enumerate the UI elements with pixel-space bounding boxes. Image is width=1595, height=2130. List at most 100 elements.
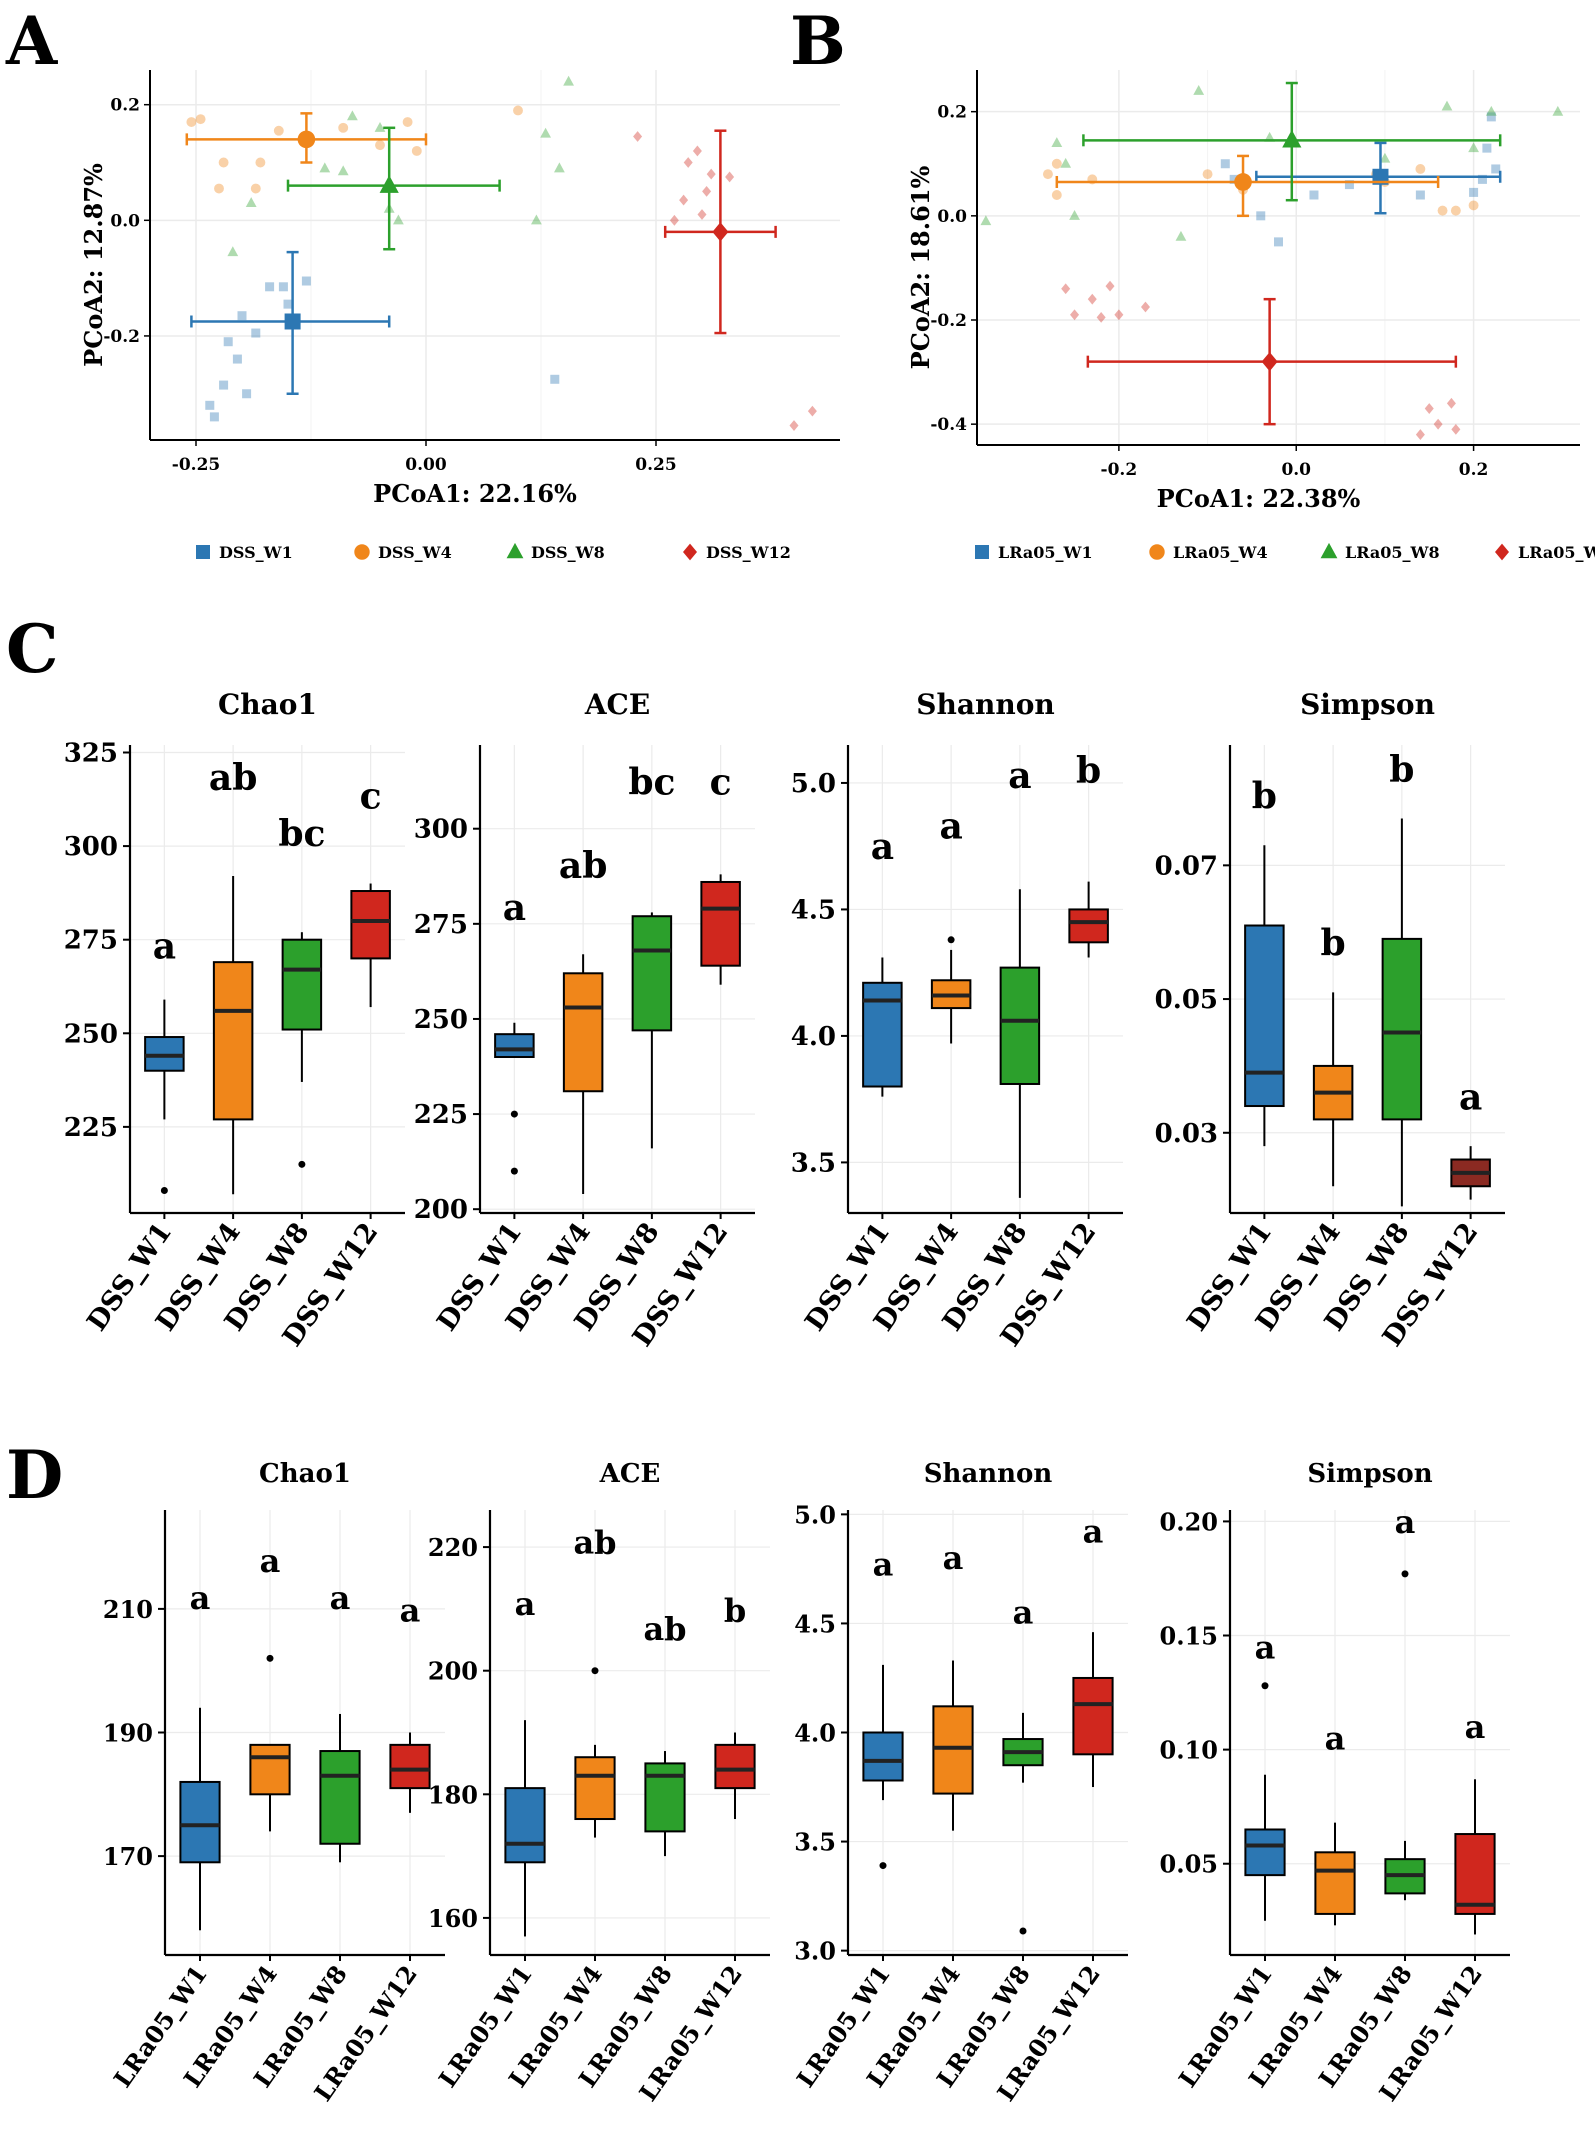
box xyxy=(574,1756,616,1821)
y-tick-label: 4.0 xyxy=(791,1022,836,1052)
significance-letter: c xyxy=(710,761,732,803)
outlier-point xyxy=(1401,1570,1409,1578)
data-point xyxy=(251,328,261,338)
significance-letter: b xyxy=(1321,923,1346,965)
box xyxy=(281,938,323,1031)
box xyxy=(1244,924,1285,1108)
y-tick-label: 4.0 xyxy=(794,1719,836,1748)
subplot-title: Simpson xyxy=(1307,1459,1432,1489)
data-point xyxy=(1379,152,1391,163)
legend-marker xyxy=(196,545,210,559)
legend-marker xyxy=(683,543,697,561)
legend-label: LRa05_W12 xyxy=(1518,543,1595,562)
data-point xyxy=(273,125,284,136)
significance-letter: ab xyxy=(643,1610,686,1648)
y-tick-label: 160 xyxy=(428,1904,478,1933)
data-point xyxy=(209,412,219,422)
y-tick-label: 275 xyxy=(64,926,118,956)
data-point xyxy=(278,282,288,292)
data-point xyxy=(554,162,565,173)
data-point xyxy=(1451,423,1461,435)
y-tick-label: 180 xyxy=(428,1780,478,1809)
significance-letter: a xyxy=(873,1545,894,1583)
significance-letter: a xyxy=(871,826,894,868)
data-point xyxy=(513,105,523,116)
subplot-title: Shannon xyxy=(924,1459,1053,1489)
outlier-point xyxy=(1261,1682,1269,1690)
x-tick-label: 0.0 xyxy=(1281,460,1311,480)
data-point xyxy=(227,246,239,257)
data-point xyxy=(219,380,229,390)
data-point xyxy=(1087,293,1097,305)
significance-letter: a xyxy=(943,1539,964,1577)
data-point xyxy=(1486,112,1496,122)
subplot-title: Chao1 xyxy=(259,1459,351,1489)
data-point xyxy=(550,374,560,384)
outlier-point xyxy=(591,1667,599,1675)
data-point xyxy=(683,157,693,168)
x-tick-label: -0.25 xyxy=(172,455,220,475)
y-tick-label: 0.15 xyxy=(1160,1622,1218,1651)
y-tick-label: 210 xyxy=(103,1595,153,1624)
data-point xyxy=(1105,280,1115,292)
data-point xyxy=(218,157,229,168)
x-axis-label: PCoA1: 22.38% xyxy=(1157,484,1361,513)
legend-label: DSS_W12 xyxy=(706,543,791,562)
outlier-point xyxy=(1019,1927,1027,1935)
y-tick-label: 0.2 xyxy=(937,103,967,123)
data-point xyxy=(1051,137,1063,147)
data-point xyxy=(411,145,422,156)
data-point xyxy=(374,121,386,132)
y-tick-label: 225 xyxy=(414,1100,468,1130)
box xyxy=(1314,1851,1356,1915)
subplot-title: Chao1 xyxy=(218,688,317,721)
significance-letter: bc xyxy=(278,813,325,855)
data-point xyxy=(1482,143,1492,153)
y-tick-label: 4.5 xyxy=(794,1609,836,1638)
box xyxy=(631,915,673,1032)
legend-marker xyxy=(506,542,524,559)
outlier-point xyxy=(298,1160,306,1168)
significance-letter: a xyxy=(515,1585,536,1623)
significance-letter: ab xyxy=(559,845,608,887)
boxplot-c-chao1: Chao1225250275300325aDSS_W1abDSS_W4bcDSS… xyxy=(64,688,405,1352)
significance-letter: bc xyxy=(628,761,675,803)
box xyxy=(179,1780,221,1864)
significance-letter: a xyxy=(939,806,962,848)
box xyxy=(494,1033,535,1059)
data-point xyxy=(1070,309,1080,321)
data-point xyxy=(1309,190,1319,200)
data-point xyxy=(807,405,817,417)
box xyxy=(1381,937,1423,1121)
data-point xyxy=(706,168,716,180)
y-tick-label: 250 xyxy=(64,1019,118,1049)
data-point xyxy=(301,276,311,286)
outlier-point xyxy=(879,1862,887,1870)
data-point xyxy=(1069,209,1080,220)
data-point xyxy=(789,420,799,431)
data-point xyxy=(232,354,242,364)
y-tick-label: 0.0 xyxy=(937,207,967,227)
outlier-point xyxy=(510,1110,518,1118)
data-point xyxy=(337,165,349,176)
data-point xyxy=(1344,180,1354,190)
centroid-marker xyxy=(284,313,301,330)
significance-letter: a xyxy=(1325,1720,1346,1758)
y-tick-label: 5.0 xyxy=(791,769,836,799)
box xyxy=(862,981,903,1088)
boxplot-c-simpson: Simpson0.030.050.07bDSS_W1bDSS_W4bDSS_W8… xyxy=(1155,688,1505,1352)
y-tick-label: 250 xyxy=(414,1005,468,1035)
significance-letter: a xyxy=(1013,1593,1034,1631)
y-tick-label: 200 xyxy=(428,1657,478,1686)
boxplot-d-simpson: Simpson0.050.100.150.20aLRa05_W1aLRa05_W… xyxy=(1160,1459,1510,2106)
y-tick-label: 3.5 xyxy=(791,1148,836,1178)
legend-marker xyxy=(975,545,989,559)
data-point xyxy=(1415,190,1425,200)
significance-letter: a xyxy=(1395,1503,1416,1541)
boxplot-d-shannon: Shannon3.03.54.04.55.0aLRa05_W1aLRa05_W4… xyxy=(791,1459,1128,2106)
box xyxy=(249,1743,291,1796)
data-point xyxy=(1415,429,1425,440)
outlier-point xyxy=(947,936,955,944)
significance-letter: a xyxy=(503,887,526,929)
data-point xyxy=(393,214,404,225)
